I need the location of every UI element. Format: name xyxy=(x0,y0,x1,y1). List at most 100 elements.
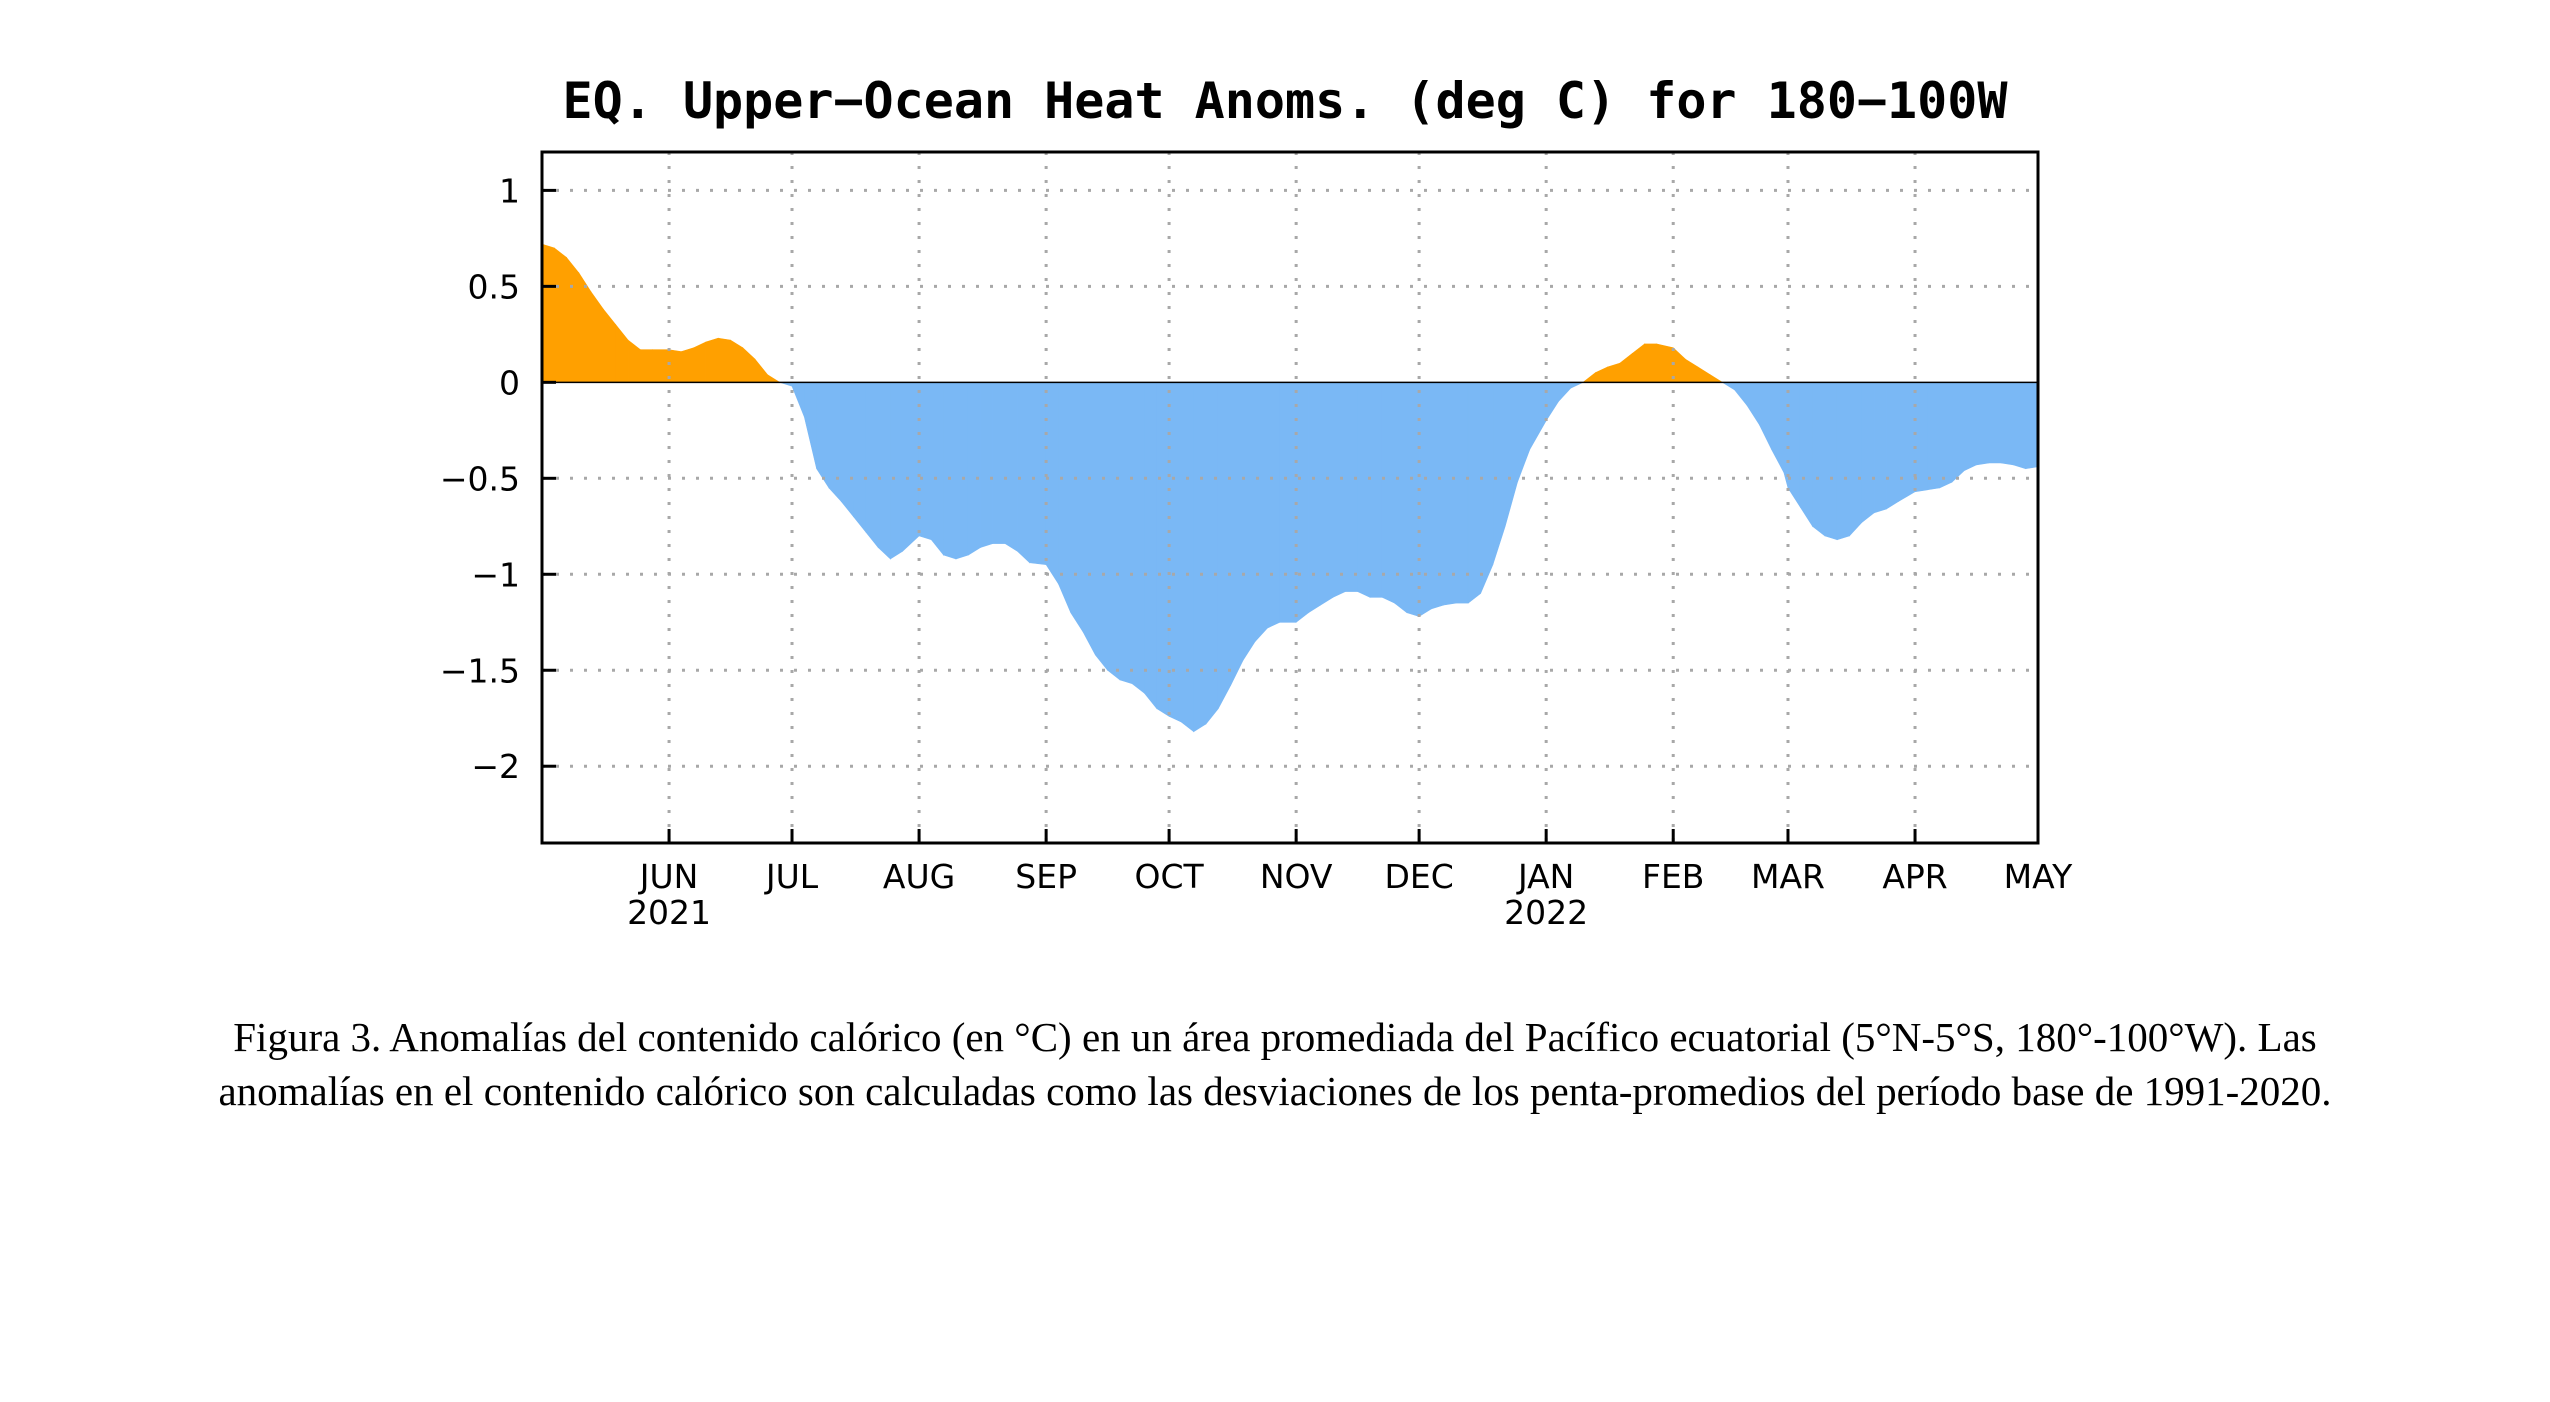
negative-anomaly-segment xyxy=(1156,382,1170,717)
positive-anomaly-segment xyxy=(681,347,694,383)
negative-anomaly-segment xyxy=(1070,382,1084,633)
positive-anomaly-segment xyxy=(652,349,670,383)
x-tick-label: NOV xyxy=(1260,857,1333,896)
negative-anomaly-segment xyxy=(1357,382,1371,598)
positive-anomaly-segment xyxy=(1595,366,1608,383)
negative-anomaly-segment xyxy=(1217,382,1231,709)
negative-anomaly-segment xyxy=(1004,382,1018,552)
negative-anomaly-segment xyxy=(1017,382,1031,564)
negative-anomaly-segment xyxy=(1418,382,1432,618)
negative-anomaly-segment xyxy=(931,382,944,556)
negative-anomaly-segment xyxy=(1951,382,1965,483)
positive-anomaly-segment xyxy=(590,291,604,383)
negative-anomaly-segment xyxy=(1308,382,1322,614)
positive-anomaly-segment xyxy=(553,247,567,383)
negative-anomaly-segment xyxy=(1492,382,1506,565)
negative-anomaly-segment xyxy=(955,382,969,560)
positive-anomaly-segment xyxy=(754,358,768,383)
x-tick-label: MAR xyxy=(1751,857,1825,896)
negative-anomaly-segment xyxy=(1369,382,1383,598)
heat-anomaly-chart: EQ. Upper−Ocean Heat Anoms. (deg C) for … xyxy=(440,72,2073,932)
plot-frame xyxy=(540,150,2040,845)
negative-anomaly-segment xyxy=(1107,382,1121,681)
positive-anomaly-segment xyxy=(717,337,731,383)
negative-anomaly-segment xyxy=(1193,382,1207,733)
y-tick-label: 1 xyxy=(499,171,520,210)
y-tick-label: 0.5 xyxy=(468,267,520,306)
negative-anomaly-segment xyxy=(992,382,1006,544)
negative-anomaly-segment xyxy=(828,382,842,503)
negative-anomaly-segment xyxy=(1381,382,1395,604)
negative-anomaly-segment xyxy=(1045,382,1059,585)
negative-anomaly-segment xyxy=(1939,382,1953,489)
negative-anomaly-segment xyxy=(1295,382,1309,623)
y-tick-label: −0.5 xyxy=(440,459,520,498)
x-tick-label: FEB xyxy=(1642,857,1704,896)
negative-anomaly-segment xyxy=(1914,382,1928,493)
negative-anomaly-segment xyxy=(1861,382,1875,524)
positive-anomaly-segment xyxy=(1656,343,1674,383)
positive-anomaly-segment xyxy=(705,337,719,383)
y-tick-label: 0 xyxy=(499,363,520,402)
positive-anomaly-segment xyxy=(1582,372,1596,383)
negative-anomaly-segment xyxy=(1849,382,1863,537)
positive-anomaly-segment xyxy=(1709,374,1724,383)
gridlines xyxy=(542,152,2038,843)
negative-anomaly-segment xyxy=(1873,382,1887,514)
axes xyxy=(540,150,2040,845)
positive-anomaly-segment xyxy=(1672,347,1686,383)
negative-anomaly-segment xyxy=(1824,382,1838,541)
negative-anomaly-segment xyxy=(1205,382,1219,725)
negative-anomaly-segment xyxy=(902,382,920,552)
negative-anomaly-segment xyxy=(980,382,994,548)
negative-anomaly-segment xyxy=(840,382,854,518)
negative-anomaly-segment xyxy=(1029,382,1047,566)
x-tick-label: JUL xyxy=(764,857,819,896)
positive-anomaly-segment xyxy=(603,308,617,383)
x-tick-label: OCT xyxy=(1134,857,1204,896)
positive-anomaly-segment xyxy=(1607,362,1621,383)
positive-anomaly-segment xyxy=(693,341,707,383)
negative-anomaly-segment xyxy=(1242,382,1256,662)
negative-anomaly-segment xyxy=(1812,382,1826,537)
negative-anomaly-segment xyxy=(1504,382,1518,527)
negative-anomaly-segment xyxy=(890,382,903,560)
x-tick-label: MAY xyxy=(2004,857,2073,896)
negative-anomaly-segment xyxy=(1131,382,1145,694)
negative-anomaly-segment xyxy=(1529,382,1547,451)
negative-anomaly-segment xyxy=(1455,382,1469,604)
positive-anomaly-segment xyxy=(566,256,580,383)
negative-anomaly-segment xyxy=(918,382,932,541)
negative-anomaly-segment xyxy=(1721,382,1736,391)
negative-anomaly-segment xyxy=(1144,382,1158,710)
negative-anomaly-segment xyxy=(804,382,817,469)
negative-anomaly-segment xyxy=(1279,382,1297,623)
negative-anomaly-segment xyxy=(943,382,957,560)
negative-anomaly-segment xyxy=(2000,382,2014,466)
negative-anomaly-segment xyxy=(1320,382,1334,606)
negative-anomaly-segment xyxy=(1976,382,1990,466)
negative-anomaly-segment xyxy=(791,382,805,417)
negative-anomaly-segment xyxy=(1799,382,1813,528)
negative-anomaly-segment xyxy=(1988,382,2002,464)
negative-anomaly-segment xyxy=(2025,382,2039,470)
negative-anomaly-segment xyxy=(1406,382,1420,617)
negative-anomaly-segment xyxy=(1787,382,1801,509)
negative-anomaly-segment xyxy=(1467,382,1481,604)
positive-anomaly-segment xyxy=(1685,358,1699,383)
negative-anomaly-segment xyxy=(1836,382,1850,541)
negative-anomaly-segment xyxy=(2013,382,2027,470)
negative-anomaly-segment xyxy=(877,382,891,560)
negative-anomaly-segment xyxy=(1230,382,1244,686)
negative-anomaly-segment xyxy=(1394,382,1408,614)
positive-anomaly-segment xyxy=(615,323,629,383)
positive-anomaly-segment xyxy=(1644,343,1658,383)
x-tick-label: APR xyxy=(1882,857,1947,896)
negative-anomaly-segment xyxy=(1545,382,1559,422)
positive-anomaly-segment xyxy=(730,339,744,383)
negative-anomaly-segment xyxy=(1746,382,1760,426)
negative-anomaly-segment xyxy=(1058,382,1072,613)
negative-anomaly-segment xyxy=(1927,382,1940,491)
anomaly-area xyxy=(541,243,2039,733)
